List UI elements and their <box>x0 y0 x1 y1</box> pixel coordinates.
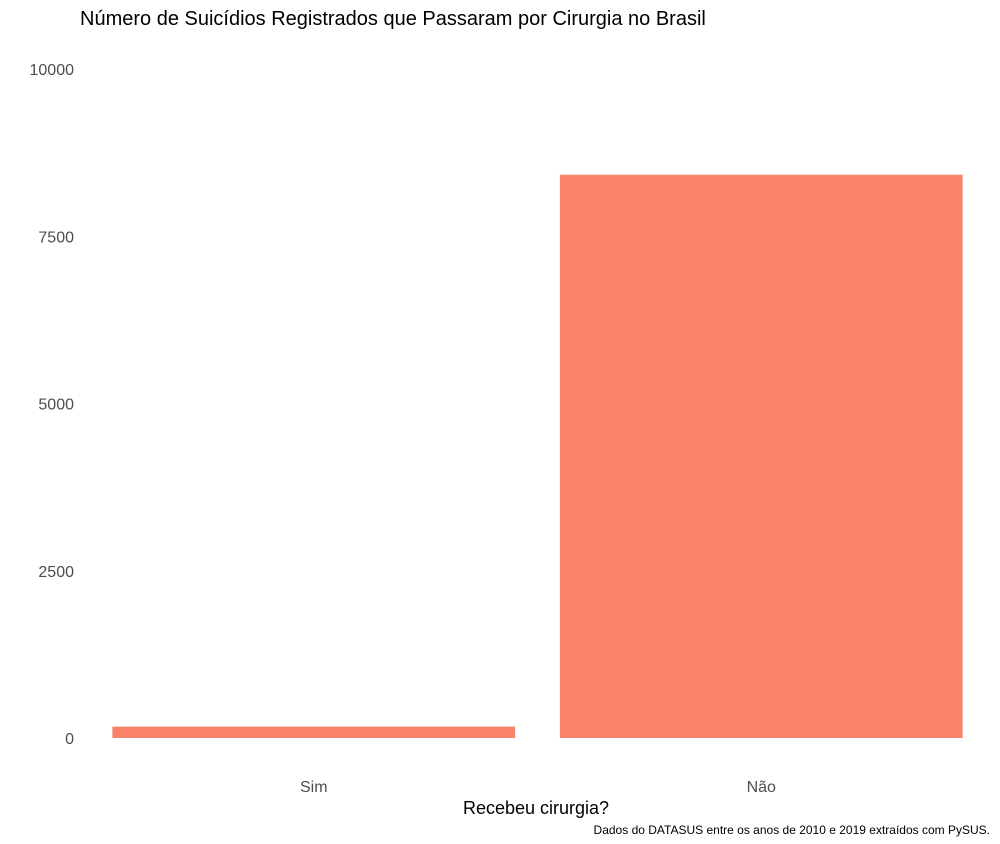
y-tick-label: 10000 <box>30 62 75 79</box>
y-tick-label: 2500 <box>38 564 74 581</box>
x-axis-title: Recebeu cirurgia? <box>463 798 609 818</box>
bar-0 <box>112 726 516 738</box>
y-tick-label: 7500 <box>38 229 74 246</box>
chart-title: Número de Suicídios Registrados que Pass… <box>80 8 706 30</box>
y-axis-ticks: 0 2500 5000 7500 10000 <box>30 62 75 748</box>
x-axis-ticks: Sim Não <box>300 779 776 796</box>
y-tick-label: 5000 <box>38 397 74 414</box>
bars <box>112 174 963 738</box>
x-tick-label: Não <box>747 779 776 796</box>
y-tick-label: 0 <box>65 731 74 748</box>
bar-1 <box>559 174 963 738</box>
x-tick-label: Sim <box>300 779 328 796</box>
caption: Dados do DATASUS entre os anos de 2010 e… <box>594 823 990 837</box>
